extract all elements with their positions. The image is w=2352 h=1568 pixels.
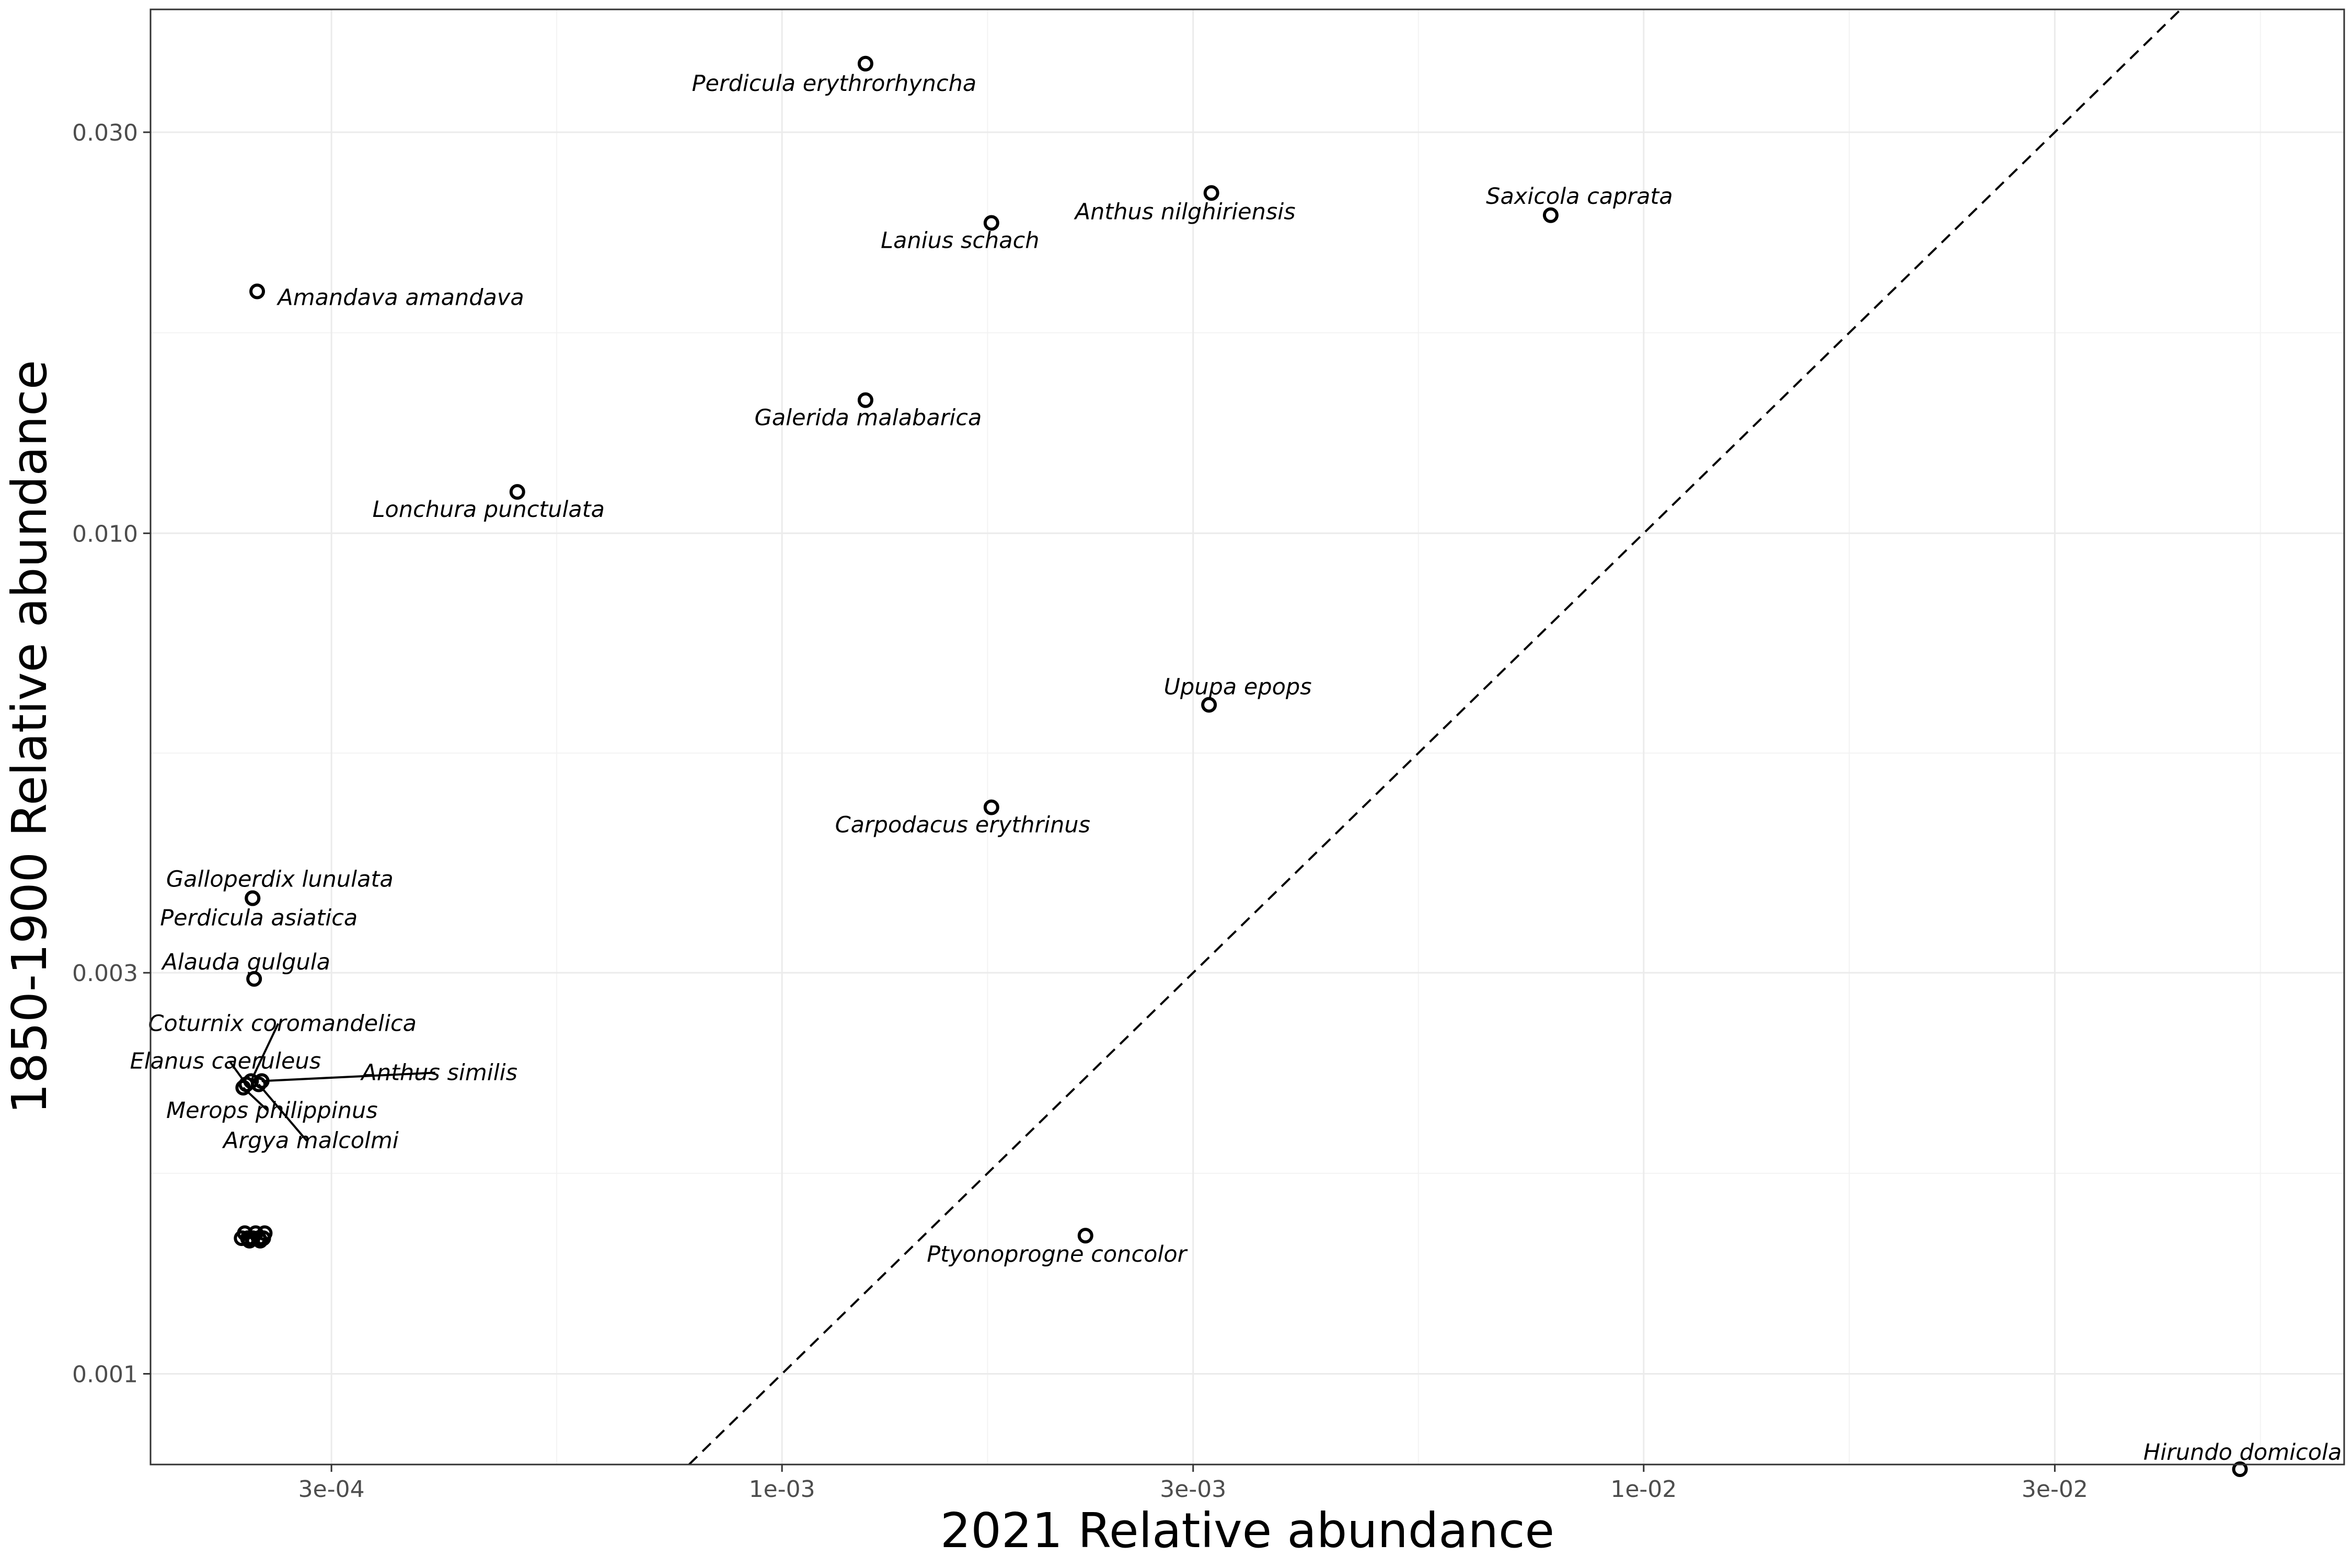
y-axis-ticks: 0.001 0.003 0.010 0.030 (72, 120, 151, 1388)
point-label: Amandava amandava (276, 284, 524, 310)
data-point (250, 1076, 267, 1092)
data-points (234, 55, 2248, 1478)
x-axis-title: 2021 Relative abundance (940, 1503, 1554, 1559)
point-label: Lanius schach (881, 228, 1039, 254)
data-point (509, 484, 525, 500)
x-tick-label: 3e-04 (298, 1476, 365, 1503)
major-gridlines (151, 9, 2344, 1465)
point-label: Upupa epops (1164, 674, 1312, 700)
label-leader-line (261, 1071, 435, 1082)
label-leader-lines (228, 1023, 435, 1142)
point-label: Galerida malabarica (755, 405, 982, 431)
point-label: Alauda gulgula (160, 949, 330, 975)
data-point (983, 799, 999, 815)
identity-reference-line (688, 8, 2182, 1466)
data-point (245, 890, 261, 906)
point-label: Galloperdix lunulata (166, 866, 394, 892)
point-label: Coturnix coromandelica (148, 1010, 417, 1036)
data-point (983, 215, 999, 231)
point-label: Merops philippinus (166, 1098, 378, 1124)
minor-gridlines (151, 9, 2344, 1465)
y-tick-label: 0.030 (72, 120, 138, 146)
data-point (253, 1073, 270, 1089)
point-label: Elanus caeruleus (130, 1048, 321, 1075)
point-label: Hirundo domicola (2143, 1439, 2342, 1466)
y-tick-label: 0.010 (72, 521, 138, 547)
x-tick-label: 3e-03 (1160, 1476, 1226, 1503)
data-point (1203, 185, 1219, 201)
point-label: Argya malcolmi (222, 1128, 399, 1154)
point-label: Anthus similis (360, 1059, 517, 1086)
y-tick-label: 0.003 (72, 960, 138, 987)
data-point (1542, 207, 1559, 223)
point-label: Carpodacus erythrinus (835, 812, 1091, 838)
data-point (235, 1079, 251, 1096)
data-point (1201, 697, 1217, 713)
point-label: Anthus nilghiriensis (1074, 199, 1296, 225)
x-tick-label: 1e-03 (749, 1476, 815, 1503)
y-tick-label: 0.001 (72, 1361, 138, 1388)
x-tick-label: 1e-02 (1610, 1476, 1677, 1503)
panel-border (149, 8, 2345, 1466)
point-label: Saxicola caprata (1486, 183, 1673, 210)
label-leader-line (250, 1023, 280, 1082)
label-leader-line (258, 1083, 308, 1142)
point-label: Perdicula erythrorhyncha (692, 71, 977, 97)
x-axis-ticks: 3e-04 1e-03 3e-03 1e-02 3e-02 (298, 1465, 2088, 1503)
data-point (252, 1232, 268, 1249)
x-tick-label: 3e-02 (2022, 1476, 2088, 1503)
data-point (1077, 1228, 1093, 1244)
data-point (241, 1232, 258, 1249)
data-point (246, 971, 262, 987)
y-axis-title: 1850-1900 Relative abundance (2, 360, 57, 1114)
data-point (2232, 1461, 2248, 1478)
data-point (857, 55, 873, 72)
data-point (857, 392, 873, 408)
point-label: Ptyonoprogne concolor (927, 1241, 1187, 1267)
data-point (249, 283, 266, 299)
panel-background (151, 9, 2344, 1465)
point-labels: Perdicula erythrorhyncha Anthus nilghirie… (130, 71, 2342, 1466)
point-label: Perdicula asiatica (160, 905, 358, 931)
point-label: Lonchura punctulata (373, 497, 605, 523)
